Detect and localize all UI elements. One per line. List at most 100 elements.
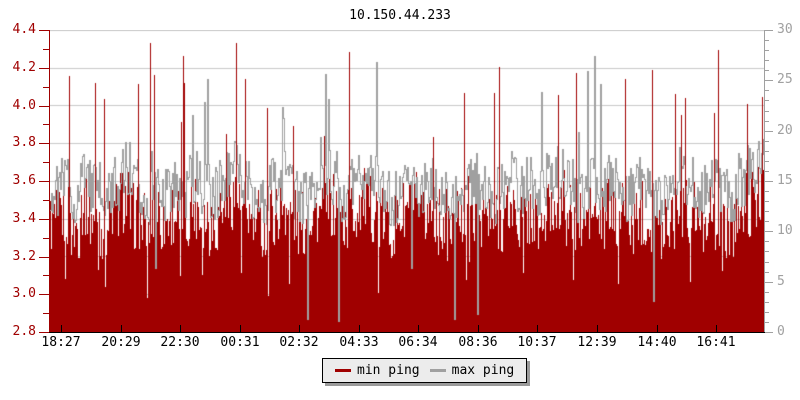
right-axis-minor-tick [765, 171, 769, 172]
right-axis-minor-tick [765, 191, 769, 192]
legend-swatch-max-ping [429, 369, 446, 372]
chart-title: 10.150.44.233 [349, 8, 451, 23]
right-axis-major-tick [765, 332, 773, 333]
legend-box: min ping max ping [322, 358, 528, 383]
x-axis-major-tick [478, 325, 479, 333]
left-axis-minor-tick [43, 313, 49, 314]
right-axis-tick-label: 15 [777, 173, 793, 188]
right-axis-tick-label: 10 [777, 223, 793, 238]
left-axis-major-tick [39, 106, 49, 107]
right-axis-minor-tick [765, 201, 769, 202]
legend-item-min-ping: min ping [335, 363, 420, 378]
x-axis-tick-label: 10:37 [517, 335, 557, 350]
x-axis-major-tick [657, 325, 658, 333]
right-axis-minor-tick [765, 161, 769, 162]
left-axis-tick-label: 2.8 [12, 324, 36, 339]
right-axis-minor-tick [765, 60, 769, 61]
right-axis-minor-tick [765, 151, 769, 152]
right-axis-minor-tick [765, 272, 769, 273]
legend-item-max-ping: max ping [429, 363, 515, 378]
legend-swatch-min-ping [335, 369, 351, 372]
x-axis-tick-label: 22:30 [160, 335, 200, 350]
left-axis-tick-label: 4.0 [12, 98, 36, 113]
x-axis-tick-label: 02:32 [279, 335, 319, 350]
x-axis-major-tick [716, 325, 717, 333]
left-axis-tick-label: 3.4 [12, 211, 36, 226]
left-axis-tick-label: 4.4 [12, 22, 36, 37]
left-axis-line [49, 30, 50, 333]
left-axis-tick-label: 3.0 [12, 286, 36, 301]
left-axis-major-tick [39, 219, 49, 220]
left-axis-tick-label: 3.6 [12, 173, 36, 188]
right-axis-minor-tick [765, 141, 769, 142]
right-axis-line [764, 30, 765, 333]
x-axis-major-tick [418, 325, 419, 333]
right-axis-minor-tick [765, 70, 769, 71]
right-axis-major-tick [765, 231, 773, 232]
left-axis-major-tick [39, 257, 49, 258]
x-axis-major-tick [121, 325, 122, 333]
right-axis-minor-tick [765, 121, 769, 122]
left-axis-major-tick [39, 332, 49, 333]
left-axis-minor-tick [43, 87, 49, 88]
x-axis-tick-label: 14:40 [637, 335, 677, 350]
plot-canvas [50, 30, 764, 332]
right-axis-major-tick [765, 282, 773, 283]
right-axis-minor-tick [765, 262, 769, 263]
left-axis-major-tick [39, 294, 49, 295]
left-axis-major-tick [39, 68, 49, 69]
left-axis-tick-label: 3.2 [12, 249, 36, 264]
right-axis-minor-tick [765, 90, 769, 91]
x-axis-major-tick [240, 325, 241, 333]
left-axis-tick-label: 4.2 [12, 60, 36, 75]
left-axis-tick-label: 3.8 [12, 135, 36, 150]
left-axis-minor-tick [43, 162, 49, 163]
x-axis-major-tick [299, 325, 300, 333]
legend-label-max-ping: max ping [451, 363, 515, 378]
x-axis-major-tick [597, 325, 598, 333]
x-axis-tick-label: 12:39 [577, 335, 617, 350]
right-axis-minor-tick [765, 292, 769, 293]
right-axis-minor-tick [765, 100, 769, 101]
right-axis-minor-tick [765, 241, 769, 242]
x-axis-major-tick [359, 325, 360, 333]
right-axis-tick-label: 20 [777, 123, 793, 138]
right-axis-minor-tick [765, 40, 769, 41]
right-axis-tick-label: 25 [777, 72, 793, 87]
right-axis-major-tick [765, 131, 773, 132]
x-axis-tick-label: 06:34 [398, 335, 438, 350]
left-axis-major-tick [39, 30, 49, 31]
left-axis-major-tick [39, 181, 49, 182]
right-axis-minor-tick [765, 211, 769, 212]
right-axis-minor-tick [765, 50, 769, 51]
right-axis-minor-tick [765, 111, 769, 112]
left-axis-minor-tick [43, 275, 49, 276]
right-axis-minor-tick [765, 302, 769, 303]
right-axis-minor-tick [765, 221, 769, 222]
right-axis-minor-tick [765, 251, 769, 252]
x-axis-tick-label: 08:36 [458, 335, 498, 350]
right-axis-minor-tick [765, 312, 769, 313]
x-axis-tick-label: 00:31 [220, 335, 260, 350]
x-axis-tick-label: 18:27 [41, 335, 81, 350]
x-axis-major-tick [61, 325, 62, 333]
right-axis-major-tick [765, 30, 773, 31]
x-axis-tick-label: 20:29 [101, 335, 141, 350]
right-axis-major-tick [765, 80, 773, 81]
x-axis-major-tick [537, 325, 538, 333]
right-axis-major-tick [765, 181, 773, 182]
x-axis-tick-label: 16:41 [696, 335, 736, 350]
x-axis-major-tick [180, 325, 181, 333]
left-axis-minor-tick [43, 200, 49, 201]
left-axis-minor-tick [43, 124, 49, 125]
right-axis-tick-label: 5 [777, 274, 785, 289]
right-axis-tick-label: 0 [777, 324, 785, 339]
left-axis-major-tick [39, 143, 49, 144]
x-axis-tick-label: 04:33 [339, 335, 379, 350]
legend-label-min-ping: min ping [357, 363, 420, 378]
bottom-axis-line [49, 332, 765, 333]
right-axis-minor-tick [765, 322, 769, 323]
right-axis-tick-label: 30 [777, 22, 793, 37]
left-axis-minor-tick [43, 238, 49, 239]
